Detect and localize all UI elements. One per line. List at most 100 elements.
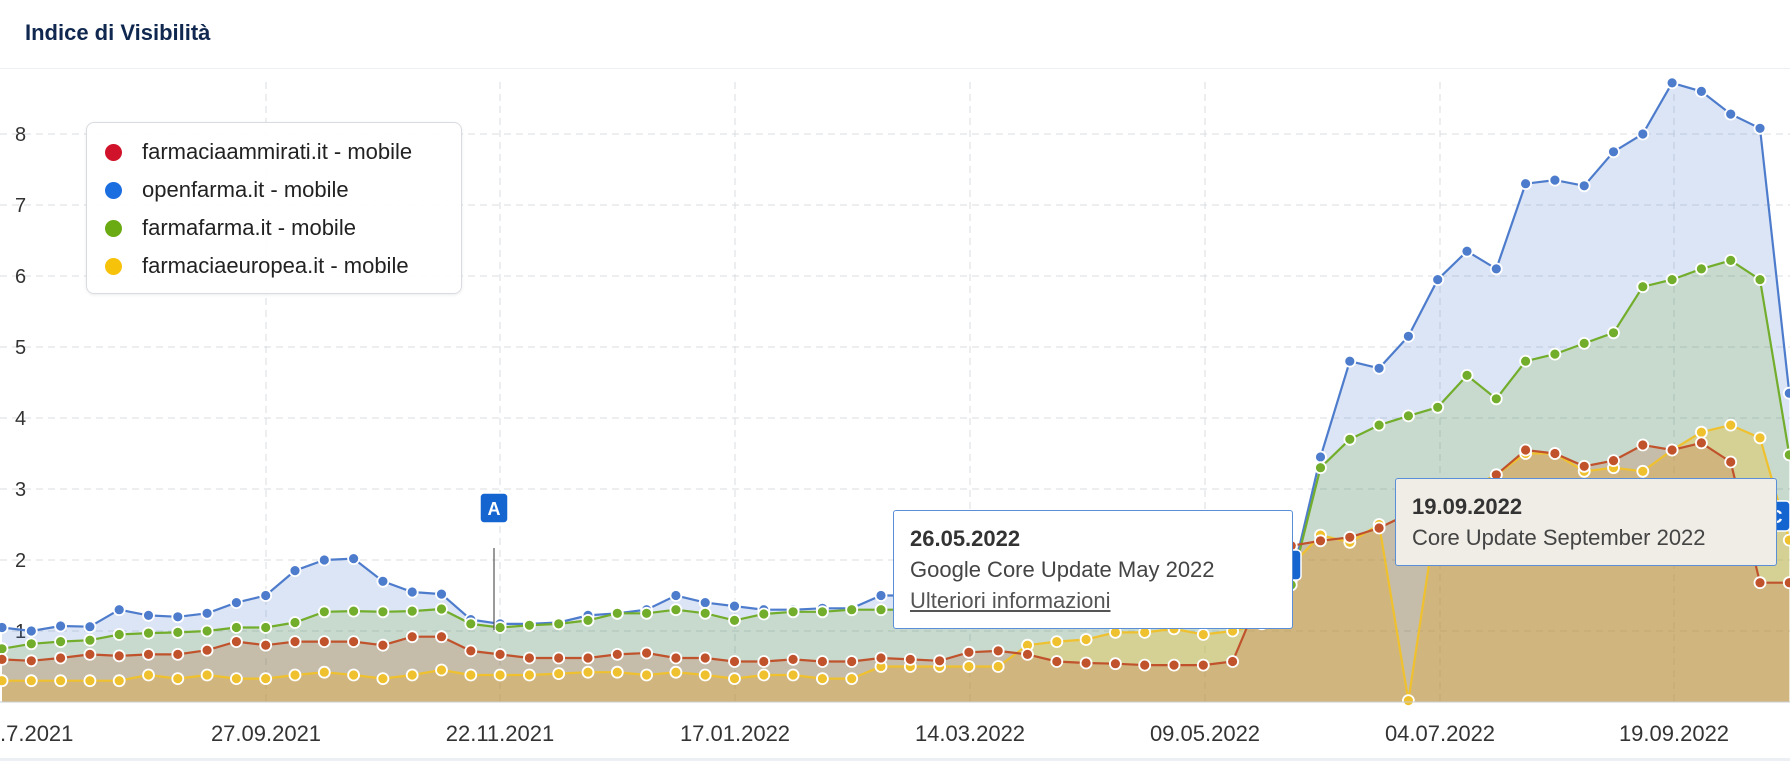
data-point: [229, 621, 243, 634]
data-point: [1607, 145, 1620, 159]
data-point: [552, 617, 566, 631]
legend-item-farmafarma[interactable]: farmafarma.it - mobile: [105, 213, 356, 243]
data-point: [405, 630, 419, 644]
data-point: [1695, 425, 1708, 439]
data-point: [229, 596, 243, 609]
data-point: [112, 628, 126, 641]
x-tick-label: 17.01.2022: [680, 721, 790, 746]
data-point: [171, 672, 185, 685]
data-point: [83, 648, 97, 661]
more-info-link[interactable]: Ulteriori informazioni: [910, 588, 1111, 613]
data-point: [405, 604, 419, 618]
legend-dot-icon: [105, 219, 122, 237]
data-point: [1372, 521, 1386, 535]
legend-label: farmafarma.it - mobile: [142, 215, 356, 240]
data-point: [610, 606, 624, 620]
data-point: [112, 603, 126, 617]
data-point: [1460, 244, 1474, 258]
data-point: [83, 633, 97, 647]
data-point: [229, 672, 243, 685]
data-point: [464, 644, 478, 658]
legend-item-openfarma[interactable]: openfarma.it - mobile: [105, 175, 349, 205]
data-point: [1050, 635, 1064, 648]
data-point: [1636, 127, 1650, 141]
y-tick-label: 3: [15, 479, 26, 501]
data-point: [405, 585, 419, 599]
data-point: [1196, 628, 1210, 641]
data-point: [816, 655, 829, 668]
data-point: [962, 645, 976, 659]
data-point: [610, 665, 624, 679]
data-point: [288, 564, 302, 578]
data-point: [1695, 84, 1708, 98]
data-point: [24, 624, 38, 638]
data-point: [435, 587, 448, 601]
panel-header: Indice di Visibilità: [0, 0, 1790, 69]
series-area: [2, 425, 1790, 702]
data-point: [83, 674, 97, 688]
data-point: [874, 589, 888, 602]
tooltip-core-update-may: 26.05.2022 Google Core Update May 2022 U…: [893, 510, 1293, 629]
data-point: [317, 605, 331, 619]
data-point: [142, 626, 155, 640]
data-point: [1372, 418, 1386, 432]
data-point: [288, 616, 302, 629]
data-point: [669, 651, 683, 665]
data-point: [523, 668, 536, 682]
x-tick-label: 22.11.2021: [446, 721, 554, 746]
legend-item-farmaciaammirati[interactable]: farmaciaammirati.it - mobile: [105, 137, 412, 167]
data-point: [1167, 658, 1181, 672]
tooltip-date: 19.09.2022: [1412, 494, 1523, 519]
data-point: [845, 655, 859, 668]
data-point: [786, 653, 800, 666]
data-point: [552, 651, 566, 665]
data-point: [845, 672, 859, 685]
panel-bottom-border: [0, 758, 1790, 761]
data-point: [1431, 400, 1445, 414]
data-point: [493, 621, 507, 634]
data-point: [1343, 432, 1357, 446]
x-tick-label: 27.09.2021: [211, 721, 321, 746]
data-point: [698, 668, 712, 682]
data-point: [1724, 418, 1738, 432]
data-point: [259, 672, 273, 685]
data-point: [200, 643, 214, 657]
y-tick-label: 4: [15, 408, 26, 430]
data-point: [1636, 438, 1650, 452]
chart-legend: farmaciaammirati.it - mobile openfarma.i…: [86, 122, 462, 294]
data-point: [1577, 179, 1591, 193]
data-point: [991, 644, 1005, 658]
data-point: [1782, 576, 1790, 590]
tooltip-core-update-september: 19.09.2022 Core Update September 2022: [1395, 478, 1777, 566]
data-point: [464, 617, 478, 631]
data-point: [24, 637, 38, 651]
data-point: [786, 605, 800, 619]
data-point: [610, 648, 624, 661]
data-point: [259, 589, 273, 602]
data-point: [1636, 464, 1650, 478]
data-point: [0, 642, 9, 656]
data-point: [991, 660, 1005, 673]
data-point: [435, 630, 448, 644]
x-tick-label: 19.09.2022: [1619, 721, 1729, 746]
data-point: [347, 604, 361, 618]
data-point: [640, 668, 653, 682]
data-point: [1724, 455, 1738, 469]
legend-item-farmaciaeuropea[interactable]: farmaciaeuropea.it - mobile: [105, 251, 409, 281]
data-point: [259, 638, 273, 652]
data-point: [435, 663, 448, 677]
data-point: [728, 655, 741, 668]
data-point: [171, 648, 185, 661]
data-point: [1402, 694, 1415, 707]
data-point: [1050, 655, 1064, 668]
data-point: [640, 606, 653, 620]
data-point: [816, 672, 829, 685]
data-point: [376, 574, 390, 588]
series-area: [2, 82, 1790, 702]
data-point: [405, 668, 419, 682]
data-point: [171, 610, 185, 624]
data-point: [1724, 253, 1738, 267]
tooltip-text: Google Core Update May 2022: [910, 557, 1215, 582]
data-point: [347, 635, 361, 648]
data-point: [757, 655, 771, 668]
